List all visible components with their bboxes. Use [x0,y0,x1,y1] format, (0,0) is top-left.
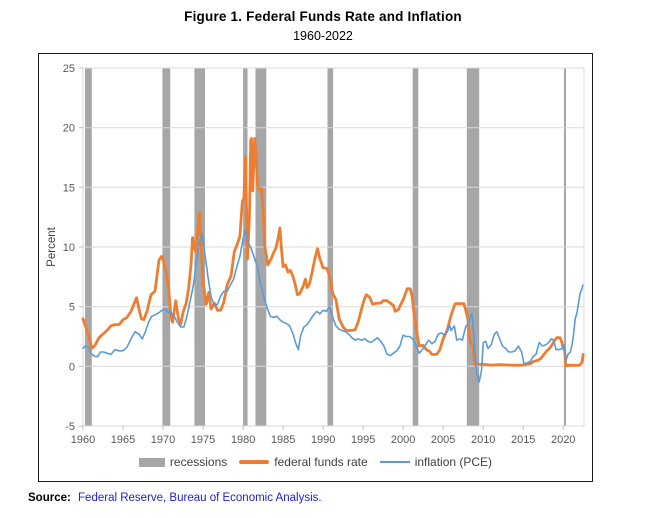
x-tick-label: 1960 [71,434,95,446]
y-tick-label: 10 [63,242,75,254]
y-tick-label: -5 [65,421,75,433]
legend-label-inflation-pce: inflation (PCE) [414,455,493,469]
x-tick-label: 1995 [351,434,375,446]
legend-label-recessions: recessions [169,455,228,469]
y-tick-label: 5 [69,302,75,314]
chart-legend: recessions federal funds rate inflation … [39,450,592,474]
x-tick-label: 2015 [511,434,535,446]
x-tick-label: 1985 [271,434,295,446]
y-tick-label: 25 [63,63,75,75]
source-label: Source: [28,492,71,504]
y-tick-label: 0 [69,361,75,373]
source-line: Source: Federal Reserve, Bureau of Econo… [28,492,322,504]
inflation-pce-line [82,229,584,383]
legend-item-inflation-pce: inflation (PCE) [379,455,493,469]
x-tick-label: 1980 [231,434,255,446]
x-tick-label: 1990 [311,434,335,446]
y-axis-title: Percent [46,226,58,266]
x-tick-label: 2000 [391,434,415,446]
legend-item-recessions: recessions [138,455,228,469]
x-tick-label: 2010 [471,434,495,446]
x-tick-label: 2020 [551,434,575,446]
y-tick-label: 15 [63,182,75,194]
chart-frame: 25 20 15 10 5 0 -5 1960 1965 1970 1975 1980 1985 1990… [38,53,593,482]
x-tick-label: 2005 [431,434,455,446]
legend-item-federal-funds-rate: federal funds rate [239,455,368,469]
legend-label-federal-funds-rate: federal funds rate [274,455,368,469]
figure-title: Figure 1. Federal Funds Rate and Inflati… [184,9,462,24]
x-tick-label: 1975 [191,434,215,446]
x-tick-label: 1970 [151,434,175,446]
inflation-pce-swatch [379,461,410,463]
source-link[interactable]: Federal Reserve, Bureau of Economic Anal… [78,492,322,504]
figure-subtitle: 1960-2022 [293,29,353,43]
y-tick-label: 20 [63,123,75,135]
recessions-swatch [138,457,165,467]
federal-funds-rate-swatch [239,460,270,464]
x-tick-label: 1965 [111,434,135,446]
